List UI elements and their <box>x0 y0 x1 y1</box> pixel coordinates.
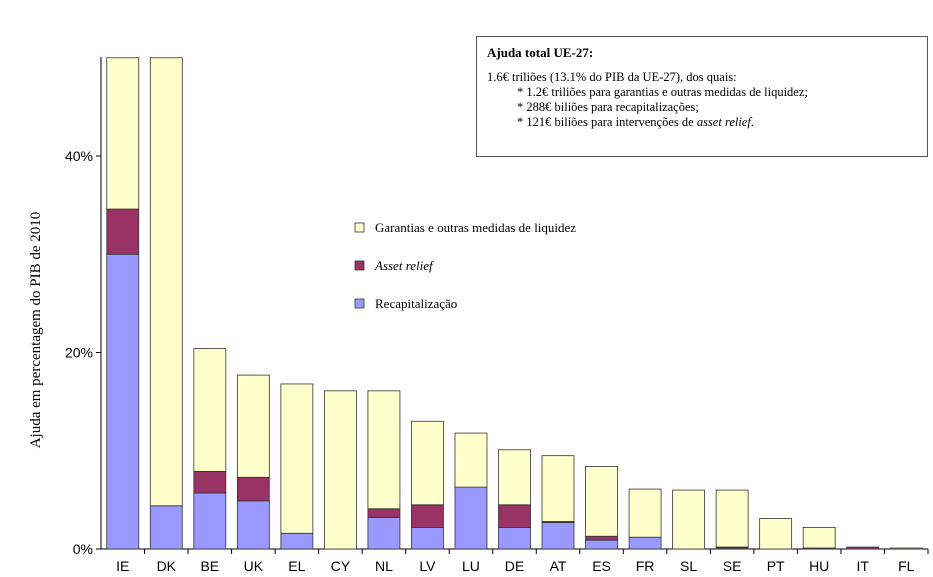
bar-cy-seg-2 <box>323 390 357 550</box>
bar-fr-seg-2 <box>628 488 662 538</box>
bar-lv-seg-1 <box>411 504 444 528</box>
bar-be-seg-0 <box>193 492 227 550</box>
x-tick-label-fr: FR <box>636 558 655 574</box>
bar-es-seg-1 <box>585 535 618 541</box>
legend-swatch-1 <box>354 260 365 271</box>
x-tick-label-at: AT <box>550 558 567 574</box>
bar-se-seg-2 <box>715 489 749 548</box>
x-tick-label-it: IT <box>856 558 869 574</box>
x-tick-label-es: ES <box>592 558 611 574</box>
bar-el-seg-2 <box>280 383 314 534</box>
x-tick-label-uk: UK <box>244 558 264 574</box>
info-box-item-asset-relief: * 121€ biliões para intervenções de asse… <box>487 115 917 130</box>
x-tick-label-pt: PT <box>767 558 785 574</box>
legend-label-0: Recapitalização <box>375 296 457 311</box>
x-tick-label-hu: HU <box>809 558 829 574</box>
y-tick-label: 20% <box>65 345 93 361</box>
legend-swatch-0 <box>354 298 365 309</box>
bar-de-seg-0 <box>498 526 531 550</box>
legend: Garantias e outras medidas de liquidez As… <box>354 220 576 311</box>
bar-be-seg-1 <box>193 470 227 494</box>
bar-be-seg-2 <box>193 348 227 472</box>
x-tick-label-be: BE <box>200 558 219 574</box>
x-tick-label-lu: LU <box>462 558 480 574</box>
bar-hu-seg-2 <box>802 526 836 549</box>
bar-uk-seg-1 <box>236 476 270 502</box>
bar-uk-seg-0 <box>236 500 270 550</box>
legend-label-1: Asset relief <box>374 258 435 273</box>
x-tick-label-el: EL <box>288 558 305 574</box>
bar-ie-seg-0 <box>106 253 140 550</box>
x-tick-label-de: DE <box>505 558 524 574</box>
bar-lv-seg-2 <box>411 420 444 506</box>
x-tick-label-nl: NL <box>375 558 393 574</box>
x-tick-label-dk: DK <box>157 558 177 574</box>
x-tick-label-fl: FL <box>898 558 915 574</box>
bar-de-seg-1 <box>498 504 531 528</box>
bar-lu-seg-2 <box>454 432 488 488</box>
y-tick-label: 0% <box>73 541 93 557</box>
y-tick-label: 40% <box>65 148 93 164</box>
bar-pt-seg-2 <box>759 518 793 550</box>
bar-es-seg-2 <box>585 466 618 537</box>
legend-label-2: Garantias e outras medidas de liquidez <box>375 220 576 235</box>
x-tick-label-ie: IE <box>116 558 129 574</box>
bar-el-seg-0 <box>280 532 314 550</box>
x-tick-label-sl: SL <box>680 558 697 574</box>
x-tick-label-lv: LV <box>419 558 436 574</box>
x-tick-label-cy: CY <box>331 558 351 574</box>
bar-ie-seg-2 <box>106 57 140 210</box>
bar-nl-seg-0 <box>367 517 401 550</box>
bar-fl-seg-2 <box>889 547 923 550</box>
bar-lv-seg-0 <box>411 526 444 550</box>
bar-uk-seg-2 <box>236 374 270 478</box>
bar-de-seg-2 <box>498 449 531 506</box>
bar-dk-seg-0 <box>149 505 183 550</box>
bar-fr-seg-0 <box>628 536 662 550</box>
info-box-line: 1.6€ triliões (13.1% do PIB da UE-27), d… <box>487 70 737 84</box>
info-box-item-asset-relief-italic: asset relief <box>696 115 751 129</box>
bar-at-seg-2 <box>541 455 575 522</box>
bar-dk-seg-2 <box>149 57 183 507</box>
bar-it-seg-1 <box>846 546 880 550</box>
info-box-item-asset-relief-prefix: * 121€ biliões para intervenções de <box>517 115 697 129</box>
info-box-item-asset-relief-suffix: . <box>750 115 754 129</box>
info-box-item-guarantees: * 1.2€ triliões para garantias e outras … <box>517 85 808 99</box>
bar-es-seg-0 <box>585 539 618 550</box>
x-tick-label-se: SE <box>723 558 742 574</box>
y-axis-label: Ajuda em percentagem do PIB de 2010 <box>28 212 44 449</box>
bar-at-seg-0 <box>541 522 575 550</box>
bar-sl-seg-2 <box>672 489 706 550</box>
info-box-title: Ajuda total UE-27: <box>487 45 594 60</box>
axes-layer: 0% 20% 40% IE DK BE UK EL CY NL LV LU DE AT ES FR SL SE PT… <box>65 57 929 574</box>
bar-lu-seg-0 <box>454 486 488 550</box>
bar-nl-seg-1 <box>367 508 401 518</box>
legend-swatch-2 <box>354 222 365 233</box>
bars-layer <box>106 57 923 550</box>
bar-nl-seg-2 <box>367 390 401 510</box>
info-box-item-recap: * 288€ biliões para recapitalizações; <box>517 100 699 114</box>
info-box: Ajuda total UE-27: 1.6€ triliões (13.1% … <box>476 36 928 157</box>
bar-ie-seg-1 <box>106 208 140 255</box>
